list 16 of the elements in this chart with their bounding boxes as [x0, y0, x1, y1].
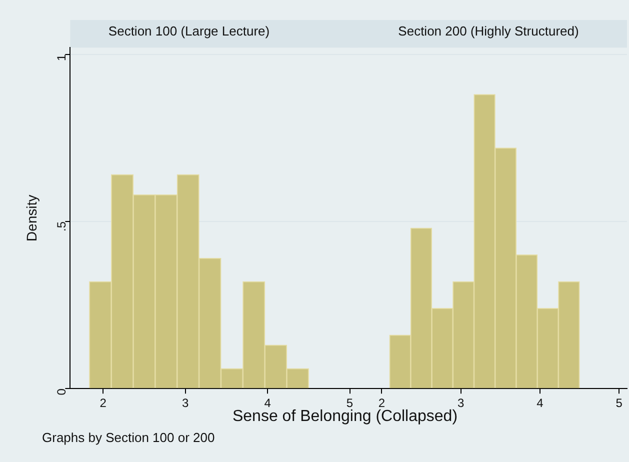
chart-title: Section 100 (Large Lecture): [108, 23, 270, 38]
x-tick-label: 4: [264, 396, 272, 410]
x-tick-label: 2: [378, 396, 386, 410]
text: Graphs by Section 100 or 200: [42, 430, 215, 445]
x-tick-label: 4: [536, 396, 544, 410]
chart-title: Section 200 (Highly Structured): [398, 23, 579, 38]
y-tick-label: .5: [54, 221, 69, 232]
x-tick-label: 3: [457, 396, 464, 410]
x-tick-label: 5: [616, 396, 623, 410]
x-axis-title: Sense of Belonging (Collapsed): [232, 408, 458, 425]
x-tick-label: 3: [182, 396, 189, 410]
y-tick-label: 0: [54, 388, 69, 396]
y-tick-label: 1: [54, 54, 69, 61]
x-tick-label: 5: [346, 396, 354, 410]
y-axis-title: Density: [23, 194, 40, 242]
x-tick-label: 2: [100, 396, 107, 410]
